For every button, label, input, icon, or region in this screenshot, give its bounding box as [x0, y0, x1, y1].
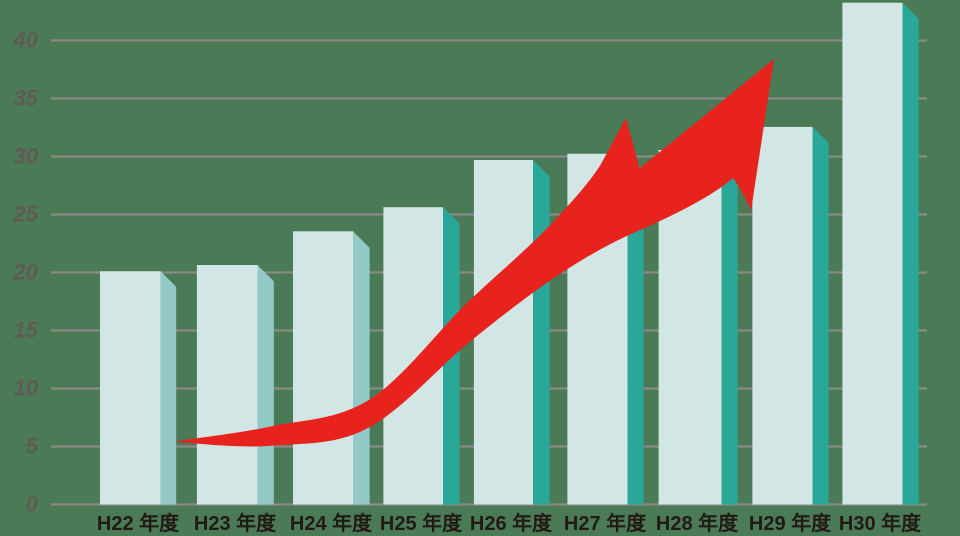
svg-text:H29 年度: H29 年度 — [749, 511, 832, 535]
svg-text:H25 年度: H25 年度 — [380, 511, 463, 535]
svg-text:30: 30 — [14, 144, 39, 169]
svg-text:0: 0 — [26, 492, 39, 517]
svg-text:20: 20 — [13, 260, 39, 285]
svg-text:25: 25 — [13, 202, 39, 227]
svg-text:15: 15 — [14, 318, 39, 343]
svg-text:H27 年度: H27 年度 — [564, 511, 647, 535]
svg-text:H22 年度: H22 年度 — [97, 511, 180, 535]
svg-text:H30 年度: H30 年度 — [839, 511, 922, 535]
svg-text:H28 年度: H28 年度 — [656, 511, 739, 535]
svg-text:35: 35 — [14, 86, 39, 111]
svg-text:5: 5 — [26, 434, 39, 459]
svg-text:40: 40 — [13, 28, 39, 53]
svg-text:H26 年度: H26 年度 — [470, 511, 553, 535]
svg-text:H24 年度: H24 年度 — [290, 511, 373, 535]
svg-text:H23 年度: H23 年度 — [194, 511, 277, 535]
svg-text:10: 10 — [14, 376, 39, 401]
